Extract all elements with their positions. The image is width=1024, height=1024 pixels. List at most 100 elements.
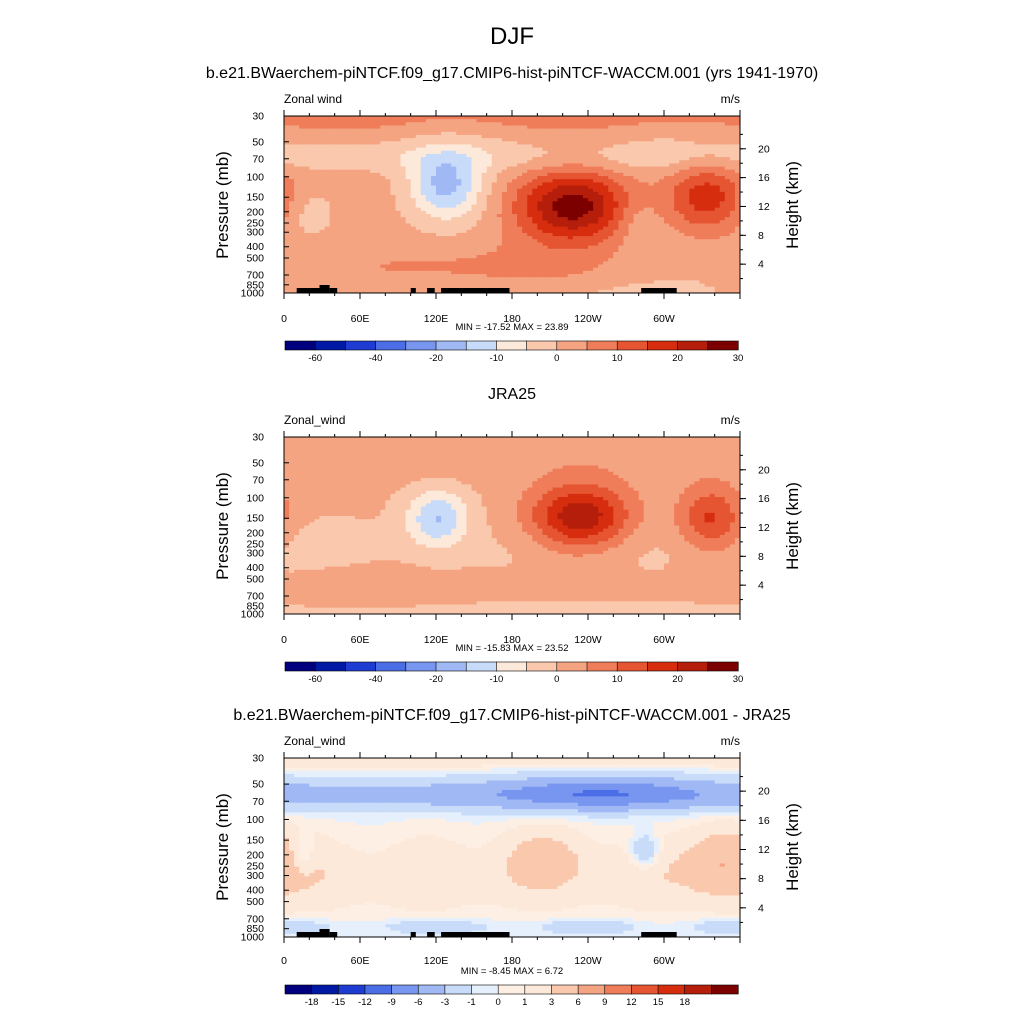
heatmap-cell bbox=[694, 229, 701, 234]
heatmap-cell bbox=[653, 245, 660, 250]
heatmap-cell bbox=[370, 176, 376, 180]
heatmap-cell bbox=[314, 198, 321, 202]
heatmap-cell bbox=[527, 283, 533, 288]
heatmap-cell bbox=[334, 188, 341, 193]
heatmap-cell bbox=[471, 229, 478, 234]
heatmap-cell bbox=[481, 166, 488, 171]
heatmap-cell bbox=[370, 134, 376, 139]
heatmap-cell bbox=[522, 204, 528, 209]
heatmap-cell bbox=[664, 226, 670, 231]
heatmap-cell bbox=[512, 255, 518, 259]
heatmap-cell bbox=[486, 176, 493, 180]
heatmap-cell bbox=[380, 255, 386, 259]
heatmap-cell bbox=[674, 157, 680, 161]
heatmap-cell bbox=[410, 185, 417, 190]
heatmap-cell bbox=[547, 198, 554, 202]
heatmap-cell bbox=[572, 116, 579, 120]
heatmap-cell bbox=[704, 188, 711, 193]
heatmap-cell bbox=[344, 128, 351, 133]
heatmap-cell bbox=[648, 226, 655, 231]
heatmap-cell bbox=[309, 119, 315, 123]
heatmap-cell bbox=[593, 179, 599, 183]
heatmap-cell bbox=[476, 125, 483, 130]
heatmap-cell bbox=[446, 283, 452, 288]
heatmap-cell bbox=[415, 213, 422, 218]
heatmap-cell bbox=[299, 176, 305, 180]
heatmap-cell bbox=[588, 201, 594, 206]
heatmap-cell bbox=[582, 210, 589, 215]
heatmap-cell bbox=[456, 166, 462, 171]
heatmap-cell bbox=[532, 176, 538, 180]
heatmap-cell bbox=[304, 176, 310, 180]
heatmap-cell bbox=[633, 217, 640, 221]
heatmap-cell bbox=[506, 280, 513, 285]
heatmap-cell bbox=[699, 134, 706, 139]
heatmap-cell bbox=[699, 182, 706, 187]
heatmap-cell bbox=[648, 232, 655, 237]
heatmap-cell bbox=[385, 255, 391, 259]
heatmap-cell bbox=[598, 248, 604, 253]
heatmap-cell bbox=[679, 267, 685, 272]
heatmap-cell bbox=[704, 119, 711, 123]
heatmap-cell bbox=[527, 201, 533, 206]
heatmap-cell bbox=[360, 198, 366, 202]
heatmap-cell bbox=[304, 220, 310, 225]
heatmap-cell bbox=[456, 179, 462, 183]
heatmap-cell bbox=[360, 144, 366, 149]
heatmap-cell bbox=[486, 270, 493, 275]
heatmap-cell bbox=[284, 122, 290, 127]
heatmap-cell bbox=[653, 185, 660, 190]
heatmap-cell bbox=[506, 138, 513, 142]
heatmap-cell bbox=[674, 116, 680, 120]
heatmap-cell bbox=[684, 201, 690, 206]
heatmap-cell bbox=[380, 134, 386, 139]
heatmap-cell bbox=[729, 213, 736, 218]
heatmap-cell bbox=[628, 185, 635, 190]
heatmap-cell bbox=[456, 274, 462, 278]
heatmap-cell bbox=[669, 160, 675, 165]
heatmap-cell bbox=[324, 217, 331, 221]
heatmap-cell bbox=[425, 242, 432, 247]
heatmap-cell bbox=[284, 185, 290, 190]
heatmap-cell bbox=[344, 251, 351, 256]
heatmap-cell bbox=[405, 248, 412, 253]
heatmap-cell bbox=[430, 125, 437, 130]
heatmap-cell bbox=[289, 138, 295, 142]
heatmap-cell bbox=[537, 207, 543, 212]
heatmap-cell bbox=[309, 182, 315, 187]
heatmap-cell bbox=[461, 258, 467, 262]
heatmap-cell bbox=[522, 157, 528, 161]
heatmap-cell bbox=[724, 242, 731, 247]
heatmap-cell bbox=[623, 147, 630, 152]
heatmap-cell bbox=[420, 176, 427, 180]
heatmap-cell bbox=[527, 153, 533, 158]
heatmap-cell bbox=[633, 210, 640, 215]
heatmap-cell bbox=[719, 119, 726, 123]
heatmap-cell bbox=[724, 131, 731, 136]
heatmap-cell bbox=[476, 229, 483, 234]
heatmap-cell bbox=[593, 128, 599, 133]
heatmap-cell bbox=[329, 150, 336, 155]
heatmap-cell bbox=[582, 229, 589, 234]
heatmap-cell bbox=[694, 236, 701, 240]
heatmap-cell bbox=[694, 232, 701, 237]
heatmap-cell bbox=[466, 226, 473, 231]
heatmap-cell bbox=[395, 283, 402, 288]
heatmap-cell bbox=[618, 160, 625, 165]
heatmap-cell bbox=[375, 138, 381, 142]
heatmap-cell bbox=[588, 210, 594, 215]
heatmap-cell bbox=[319, 277, 326, 281]
heatmap-cell bbox=[496, 239, 503, 244]
heatmap-cell bbox=[420, 163, 427, 168]
heatmap-cell bbox=[289, 191, 295, 196]
heatmap-cell bbox=[334, 289, 341, 293]
heatmap-cell bbox=[638, 157, 645, 161]
heatmap-cell bbox=[577, 188, 584, 193]
heatmap-cell bbox=[309, 239, 315, 244]
heatmap-cell bbox=[390, 125, 397, 130]
heatmap-cell bbox=[284, 264, 290, 269]
heatmap-cell bbox=[349, 176, 356, 180]
heatmap-cell bbox=[517, 210, 523, 215]
heatmap-cell bbox=[734, 182, 740, 187]
heatmap-cell bbox=[284, 261, 290, 266]
